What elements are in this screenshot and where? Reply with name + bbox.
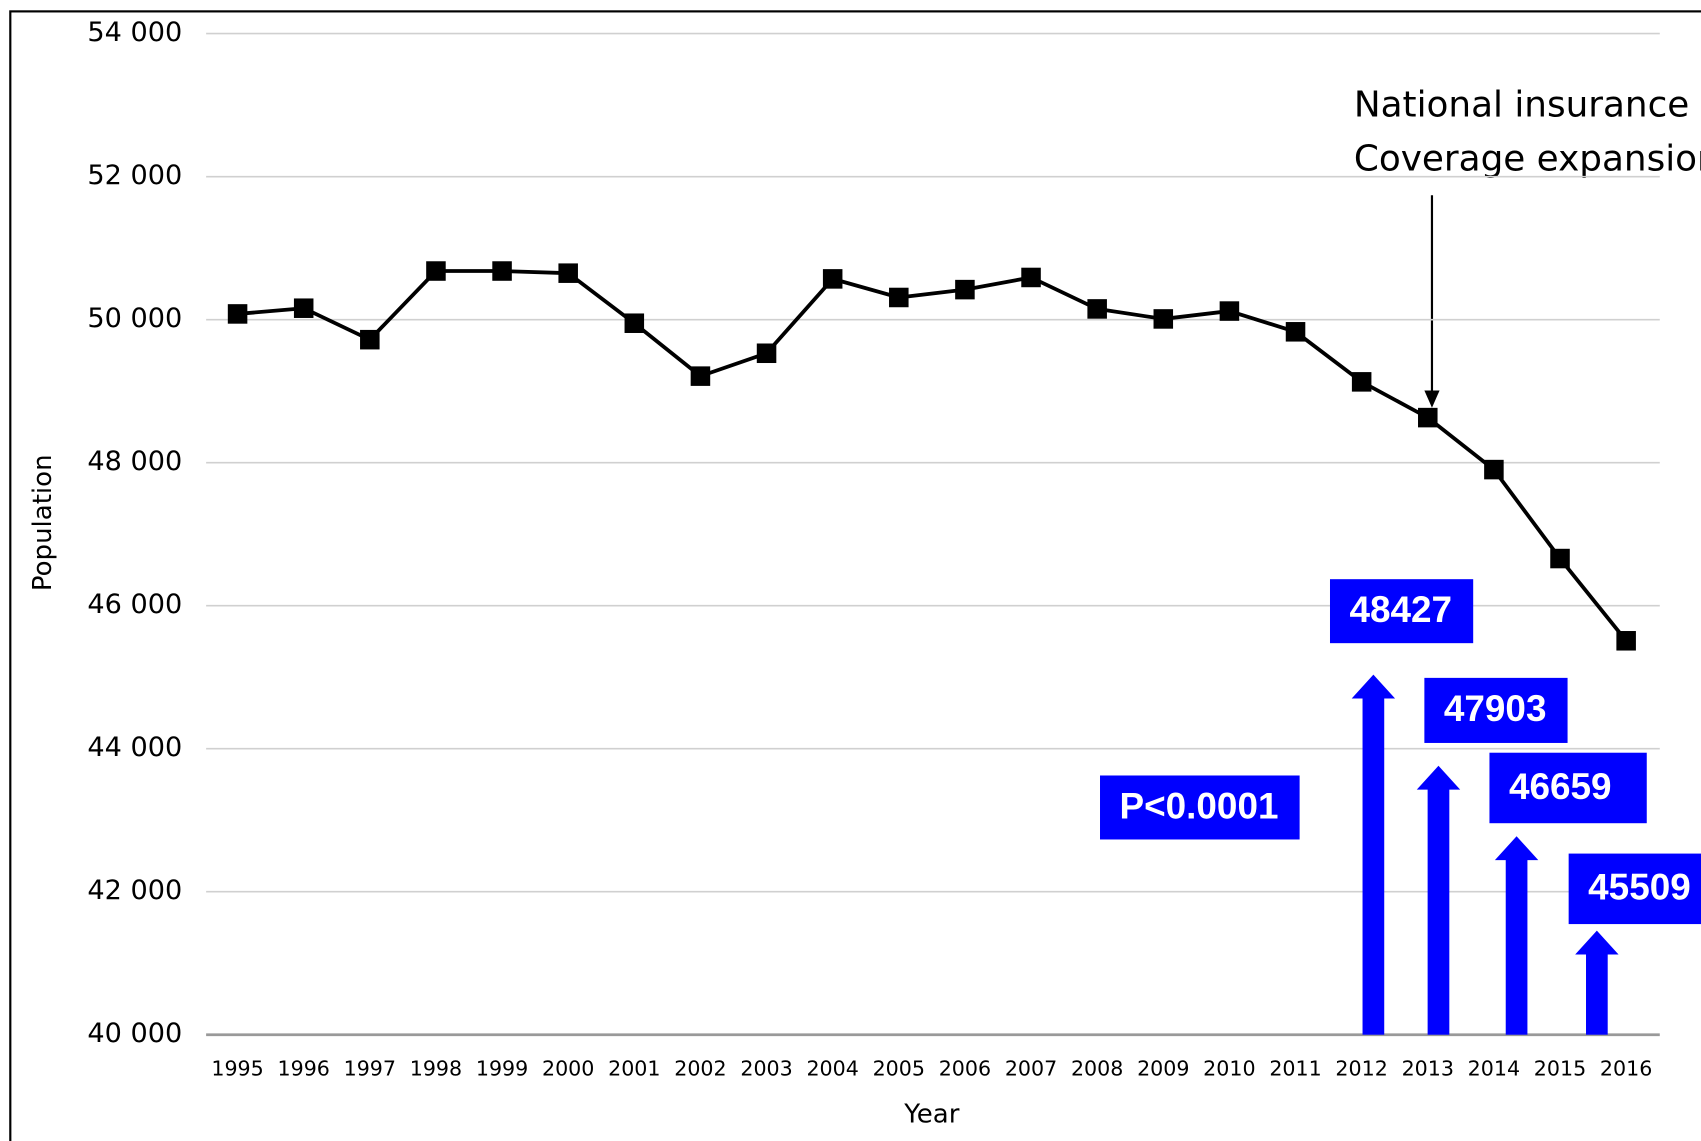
x-tick-label: 2015 (1534, 1056, 1586, 1080)
data-marker (822, 269, 843, 289)
x-tick-label: 1999 (476, 1056, 528, 1080)
x-tick-label: 2002 (674, 1056, 726, 1080)
annotation-arrow-shaft (1427, 787, 1450, 1035)
annotation-box (1100, 775, 1300, 840)
callout-line-1: National insurance (1354, 84, 1689, 125)
annotation-arrow-shaft (1362, 696, 1385, 1035)
x-tick-label: 2001 (608, 1056, 660, 1080)
y-tick-label: 46 000 (87, 589, 182, 620)
data-marker (1484, 459, 1504, 480)
data-line (237, 269, 1628, 642)
annotation-box (1489, 752, 1647, 824)
y-tick-label: 50 000 (87, 303, 182, 334)
annotation-text: 46659 (1509, 766, 1612, 807)
callout-arrowhead (1424, 390, 1440, 408)
x-tick-label: 2011 (1269, 1056, 1321, 1080)
y-tick-label: 40 000 (87, 1018, 182, 1049)
annotation-box (1568, 853, 1701, 925)
x-tick-label: 2016 (1600, 1056, 1652, 1080)
annotation-text: P<0.0001 (1120, 785, 1279, 826)
annotation-text: 45509 (1588, 867, 1691, 908)
data-marker (1021, 267, 1041, 288)
annotation-text: 47903 (1444, 688, 1547, 729)
annotation-arrow-shaft (1586, 952, 1608, 1035)
x-tick-label: 1997 (344, 1056, 396, 1080)
x-tick-label: 2010 (1203, 1056, 1255, 1080)
annotation-box (1329, 579, 1474, 644)
data-marker (360, 329, 380, 350)
data-marker (889, 287, 909, 308)
x-tick-label: 2014 (1468, 1056, 1520, 1080)
x-tick-label: 2012 (1335, 1056, 1387, 1080)
data-marker (955, 279, 975, 300)
data-marker (293, 298, 314, 318)
x-tick-label: 2000 (542, 1056, 594, 1080)
annotation-arrowhead (1351, 674, 1396, 699)
x-tick-label: 1996 (277, 1056, 329, 1080)
data-marker (690, 366, 711, 386)
annotation-arrowhead (1575, 930, 1619, 955)
x-tick-label: 2013 (1402, 1056, 1454, 1080)
x-tick-label: 1998 (410, 1056, 462, 1080)
data-marker (1616, 631, 1636, 651)
annotation-arrow-shaft (1505, 857, 1528, 1035)
data-marker (1418, 407, 1438, 428)
y-tick-label: 48 000 (87, 446, 182, 477)
annotation-arrowhead (1494, 836, 1539, 861)
y-tick-label: 42 000 (87, 875, 182, 906)
x-tick-label: 2007 (1005, 1056, 1057, 1080)
x-tick-label: 2003 (740, 1056, 792, 1080)
y-axis-title: Population (28, 454, 58, 591)
frame (9, 10, 1701, 1141)
data-marker (558, 263, 578, 283)
x-tick-label: 1995 (211, 1056, 263, 1080)
callout-line-2: Coverage expansion (1354, 139, 1701, 180)
x-axis-title: Year (903, 1099, 959, 1129)
x-tick-label: 2006 (939, 1056, 991, 1080)
data-marker (624, 313, 645, 333)
annotation-box (1424, 677, 1568, 743)
data-marker (426, 261, 446, 281)
y-tick-label: 52 000 (87, 160, 182, 191)
data-marker (756, 343, 777, 364)
data-marker (1550, 548, 1570, 569)
x-tick-label: 2008 (1071, 1056, 1123, 1080)
y-tick-label: 44 000 (87, 732, 182, 763)
data-marker (1087, 299, 1107, 319)
x-tick-label: 2004 (806, 1056, 858, 1080)
data-marker (227, 304, 248, 324)
x-tick-label: 2009 (1137, 1056, 1189, 1080)
data-marker (492, 261, 512, 281)
annotation-arrowhead (1416, 765, 1461, 790)
annotation-text: 48427 (1350, 589, 1453, 630)
data-marker (1219, 301, 1240, 321)
data-marker (1285, 322, 1306, 342)
y-tick-label: 54 000 (87, 17, 182, 48)
x-tick-label: 2005 (873, 1056, 925, 1080)
data-marker (1351, 372, 1372, 392)
data-marker (1153, 309, 1174, 329)
